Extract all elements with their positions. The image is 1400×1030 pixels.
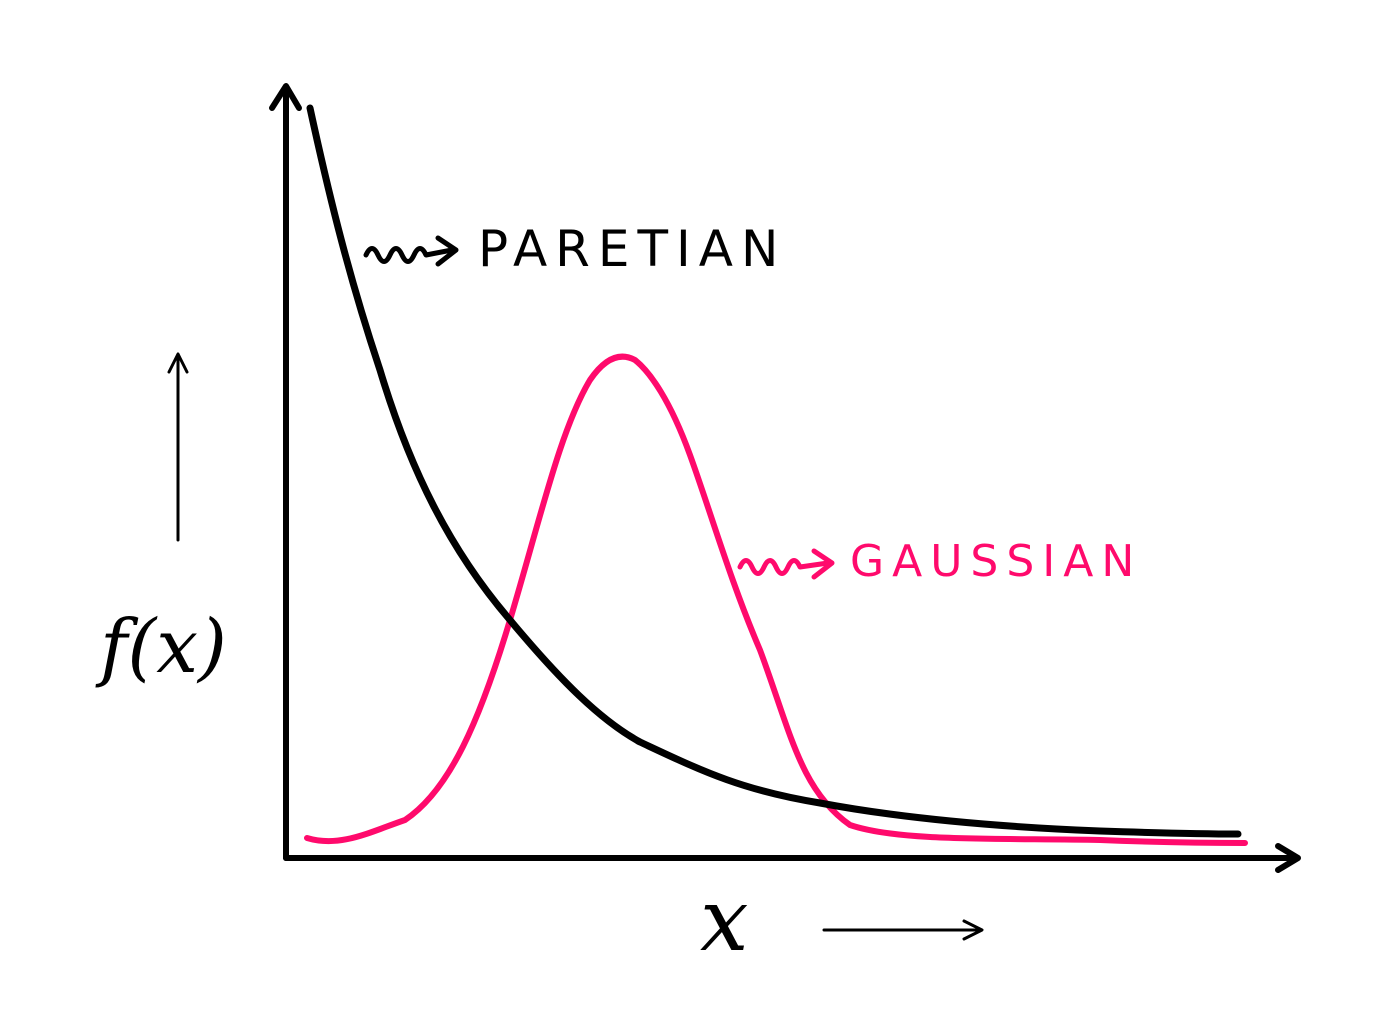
paretian-pointer — [363, 235, 459, 267]
squiggle-arrow-icon — [363, 246, 455, 264]
gaussian-label: GAUSSIAN — [850, 536, 1142, 587]
arrowhead-icon — [435, 235, 459, 267]
paretian-label: PARETIAN — [478, 220, 786, 278]
y-axis-arrowhead — [269, 83, 302, 111]
gaussian-curve — [304, 353, 1248, 846]
squiggle-arrow-icon — [737, 558, 831, 576]
x-indicator-arrow — [822, 919, 984, 941]
arrowhead-icon — [811, 548, 835, 580]
y-indicator-arrow — [167, 352, 189, 542]
y-axis-label: f(x) — [95, 604, 227, 690]
x-axis-arrowhead — [1275, 843, 1301, 873]
axes — [269, 83, 1301, 873]
paretian-curve — [306, 104, 1242, 838]
gaussian-pointer — [737, 548, 835, 580]
x-axis-label: x — [700, 871, 749, 971]
